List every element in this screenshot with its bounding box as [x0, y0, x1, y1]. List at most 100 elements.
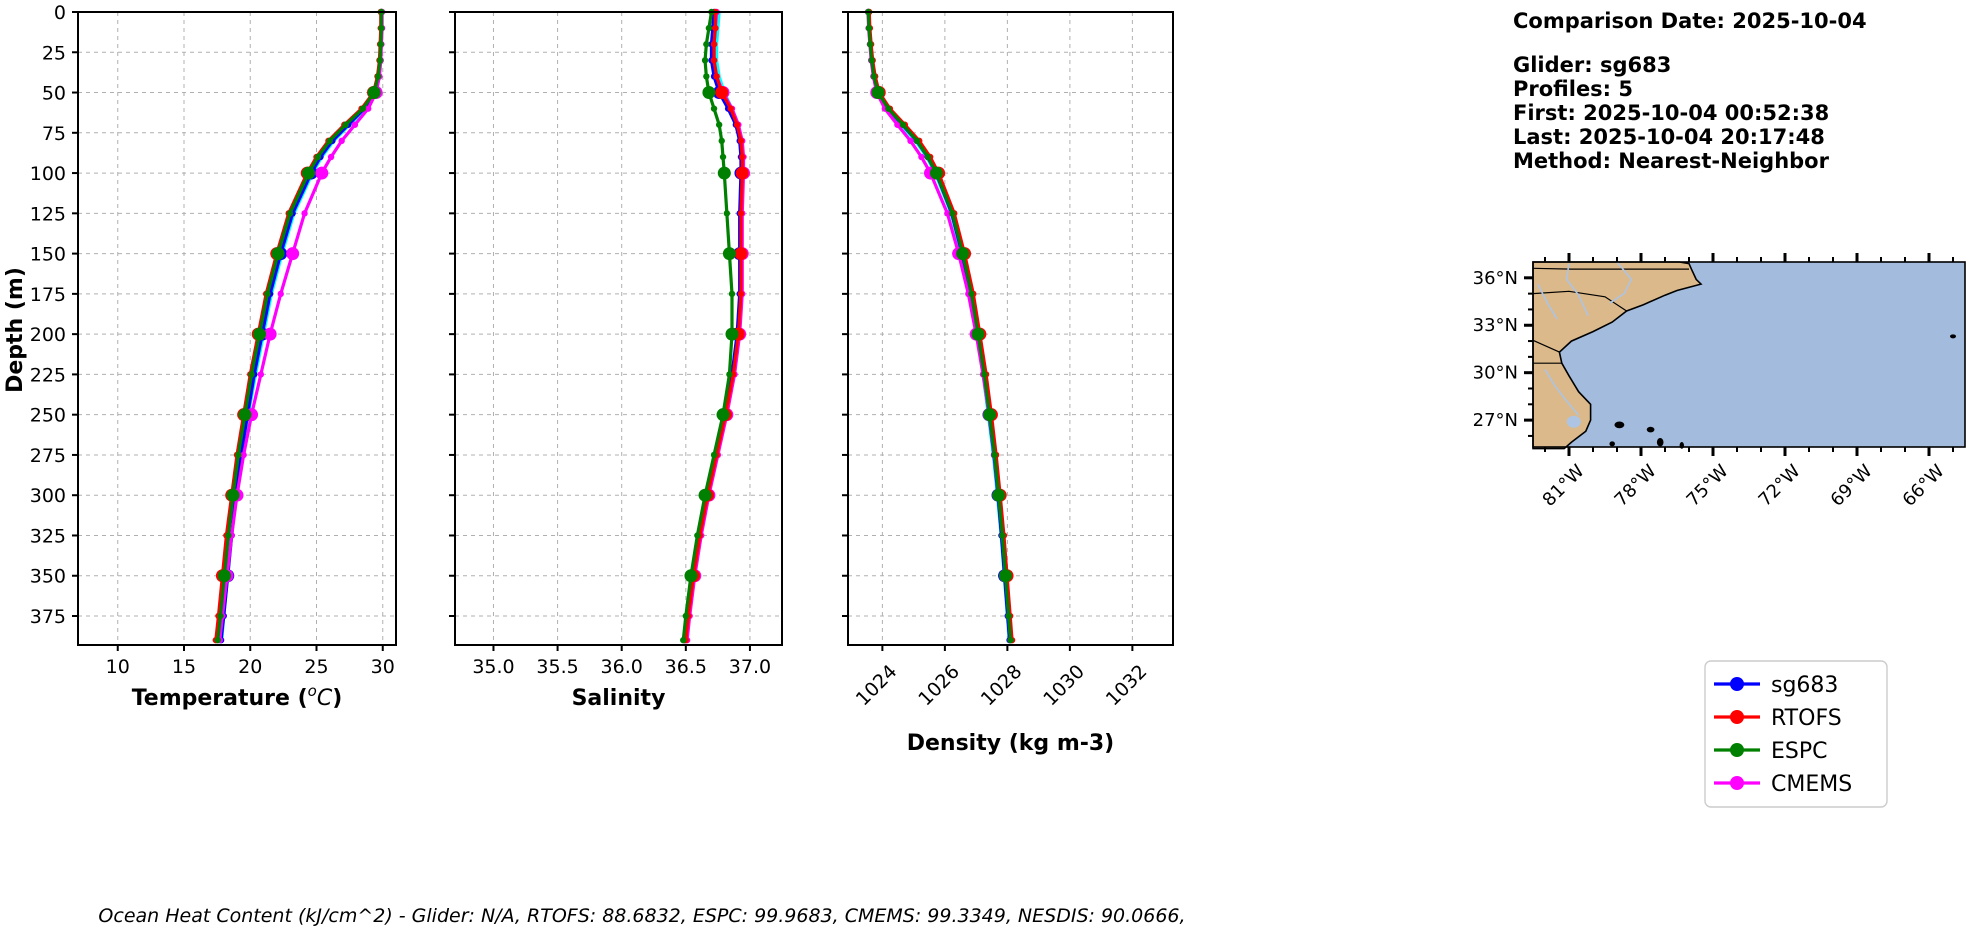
series-rtofs: [682, 8, 749, 644]
series-sg683: [217, 8, 385, 644]
map-lon-label: 72°W: [1755, 461, 1805, 511]
series-marker: [271, 247, 285, 261]
series-marker: [733, 121, 741, 128]
series-marker: [726, 371, 733, 378]
map-frame: [1532, 261, 1966, 448]
series-marker: [1007, 636, 1014, 644]
series-espc: [214, 8, 385, 644]
location-map: 36°N 33°N 30°N 27°N 81°W 78°W 75°W 72°W 69°W 66°W: [1473, 253, 1966, 511]
ytick-label: 200: [30, 324, 66, 346]
series-marker: [907, 137, 914, 145]
map-land: [1532, 261, 1703, 450]
series-marker: [694, 532, 701, 539]
series-marker: [971, 327, 985, 341]
series-marker: [338, 137, 345, 145]
ytick-label: 0: [54, 2, 66, 24]
map-lat-label: 27°N: [1473, 410, 1518, 431]
series-marker: [1005, 612, 1012, 620]
series-marker: [351, 121, 359, 128]
ytick-label: 225: [30, 364, 66, 386]
series-line: [214, 10, 383, 642]
series-marker: [739, 153, 746, 161]
xaxis-title: Temperature (oC): [132, 682, 343, 711]
series-marker: [868, 57, 875, 64]
legend-frame: [1704, 660, 1888, 808]
series-marker: [238, 408, 252, 422]
yaxis-title: Depth (m): [3, 267, 28, 393]
info-method: Method: Nearest-Neighbor: [1513, 149, 1830, 173]
legend-marker: [1730, 776, 1744, 790]
series-cmems: [216, 8, 386, 644]
series-marker: [944, 210, 951, 217]
ytick-label: 125: [30, 203, 66, 225]
series-line: [681, 10, 734, 642]
series-marker: [722, 247, 736, 261]
info-glider: Glider: sg683: [1513, 53, 1671, 77]
series-marker: [277, 290, 284, 298]
series-marker: [364, 105, 372, 112]
series-marker: [248, 371, 255, 378]
series-marker: [918, 153, 925, 161]
series-espc: [865, 8, 1014, 644]
series-marker: [698, 488, 712, 502]
xtick-label: 1030: [1039, 661, 1089, 711]
series-marker: [286, 210, 294, 217]
ytick-label: 75: [42, 123, 66, 145]
series-marker: [377, 41, 384, 48]
series-rtofs: [866, 8, 1016, 644]
map-island: [1609, 441, 1615, 447]
series-marker: [885, 105, 892, 112]
series-espc: [680, 8, 739, 644]
series-marker: [999, 569, 1012, 583]
series-marker: [710, 105, 718, 112]
series-marker: [376, 57, 384, 64]
series-marker: [956, 247, 970, 261]
legend-item-sg683: sg683: [1714, 673, 1838, 698]
series-marker: [899, 121, 907, 128]
series-marker: [992, 488, 1006, 502]
series-marker: [728, 290, 736, 298]
series-marker: [342, 121, 349, 128]
series-marker: [999, 532, 1006, 539]
series-marker: [286, 247, 300, 261]
series-marker: [240, 451, 247, 459]
ytick-label: 300: [30, 485, 66, 507]
plot-panel-3: 1024 1026 1028 1030 1032 Density (kg m-3): [842, 8, 1174, 756]
map-lon-label: 75°W: [1683, 461, 1733, 511]
series-marker: [734, 247, 748, 261]
map-river: [1544, 369, 1580, 416]
panel-frame: [77, 11, 397, 646]
ytick-label: 175: [30, 284, 66, 306]
series-marker: [968, 290, 975, 298]
map-lat-label: 30°N: [1473, 363, 1518, 384]
series-line: [218, 10, 384, 642]
xtick-label: 37.0: [729, 656, 771, 678]
series-marker: [327, 153, 335, 161]
legend-marker: [1730, 743, 1744, 757]
series-marker: [716, 408, 730, 422]
series-marker: [682, 612, 690, 620]
ytick-label: 325: [30, 525, 66, 547]
series-marker: [981, 371, 988, 378]
series-marker: [710, 41, 718, 48]
plot-panel-1: 10 15 20 25 30025507510012515017520022525027…: [30, 2, 397, 711]
series-marker: [715, 121, 723, 128]
xtick-label: 35.0: [472, 656, 514, 678]
xtick-label: 15: [172, 656, 196, 678]
series-marker: [715, 86, 729, 100]
series-marker: [712, 24, 719, 32]
map-lake: [1566, 415, 1581, 428]
map-border: [1532, 267, 1689, 270]
map-island: [1950, 334, 1956, 339]
figure-caption: Ocean Heat Content (kJ/cm^2) - Glider: N…: [98, 905, 1185, 927]
info-first: First: 2025-10-04 00:52:38: [1513, 101, 1829, 125]
series-marker: [374, 73, 382, 80]
map-border: [1532, 290, 1627, 312]
ytick-label: 100: [30, 163, 66, 185]
info-comparison-date: Comparison Date: 2025-10-04: [1513, 9, 1867, 33]
series-marker: [314, 153, 322, 161]
map-lon-label: 81°W: [1539, 461, 1589, 511]
series-marker: [701, 57, 709, 64]
ytick-label: 275: [30, 445, 66, 467]
